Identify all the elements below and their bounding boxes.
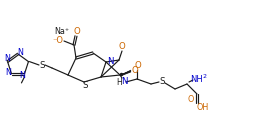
Text: S: S [159,76,165,86]
Text: O: O [188,94,194,103]
Text: OH: OH [197,103,209,113]
Text: ⁻O: ⁻O [52,36,64,45]
Text: N: N [107,57,113,66]
Text: N: N [20,71,25,80]
Text: O: O [119,41,125,51]
Text: N: N [6,68,11,77]
Text: S: S [39,60,45,69]
Text: NH: NH [191,74,203,83]
Text: N: N [121,76,127,86]
Text: Na⁺: Na⁺ [54,26,70,36]
Text: N: N [5,54,10,63]
Text: O: O [135,60,141,69]
Text: S: S [82,80,88,89]
Text: H: H [116,78,122,87]
Text: N: N [17,48,23,57]
Text: O: O [132,66,138,74]
Text: O: O [74,26,80,36]
Text: 2: 2 [203,74,207,79]
